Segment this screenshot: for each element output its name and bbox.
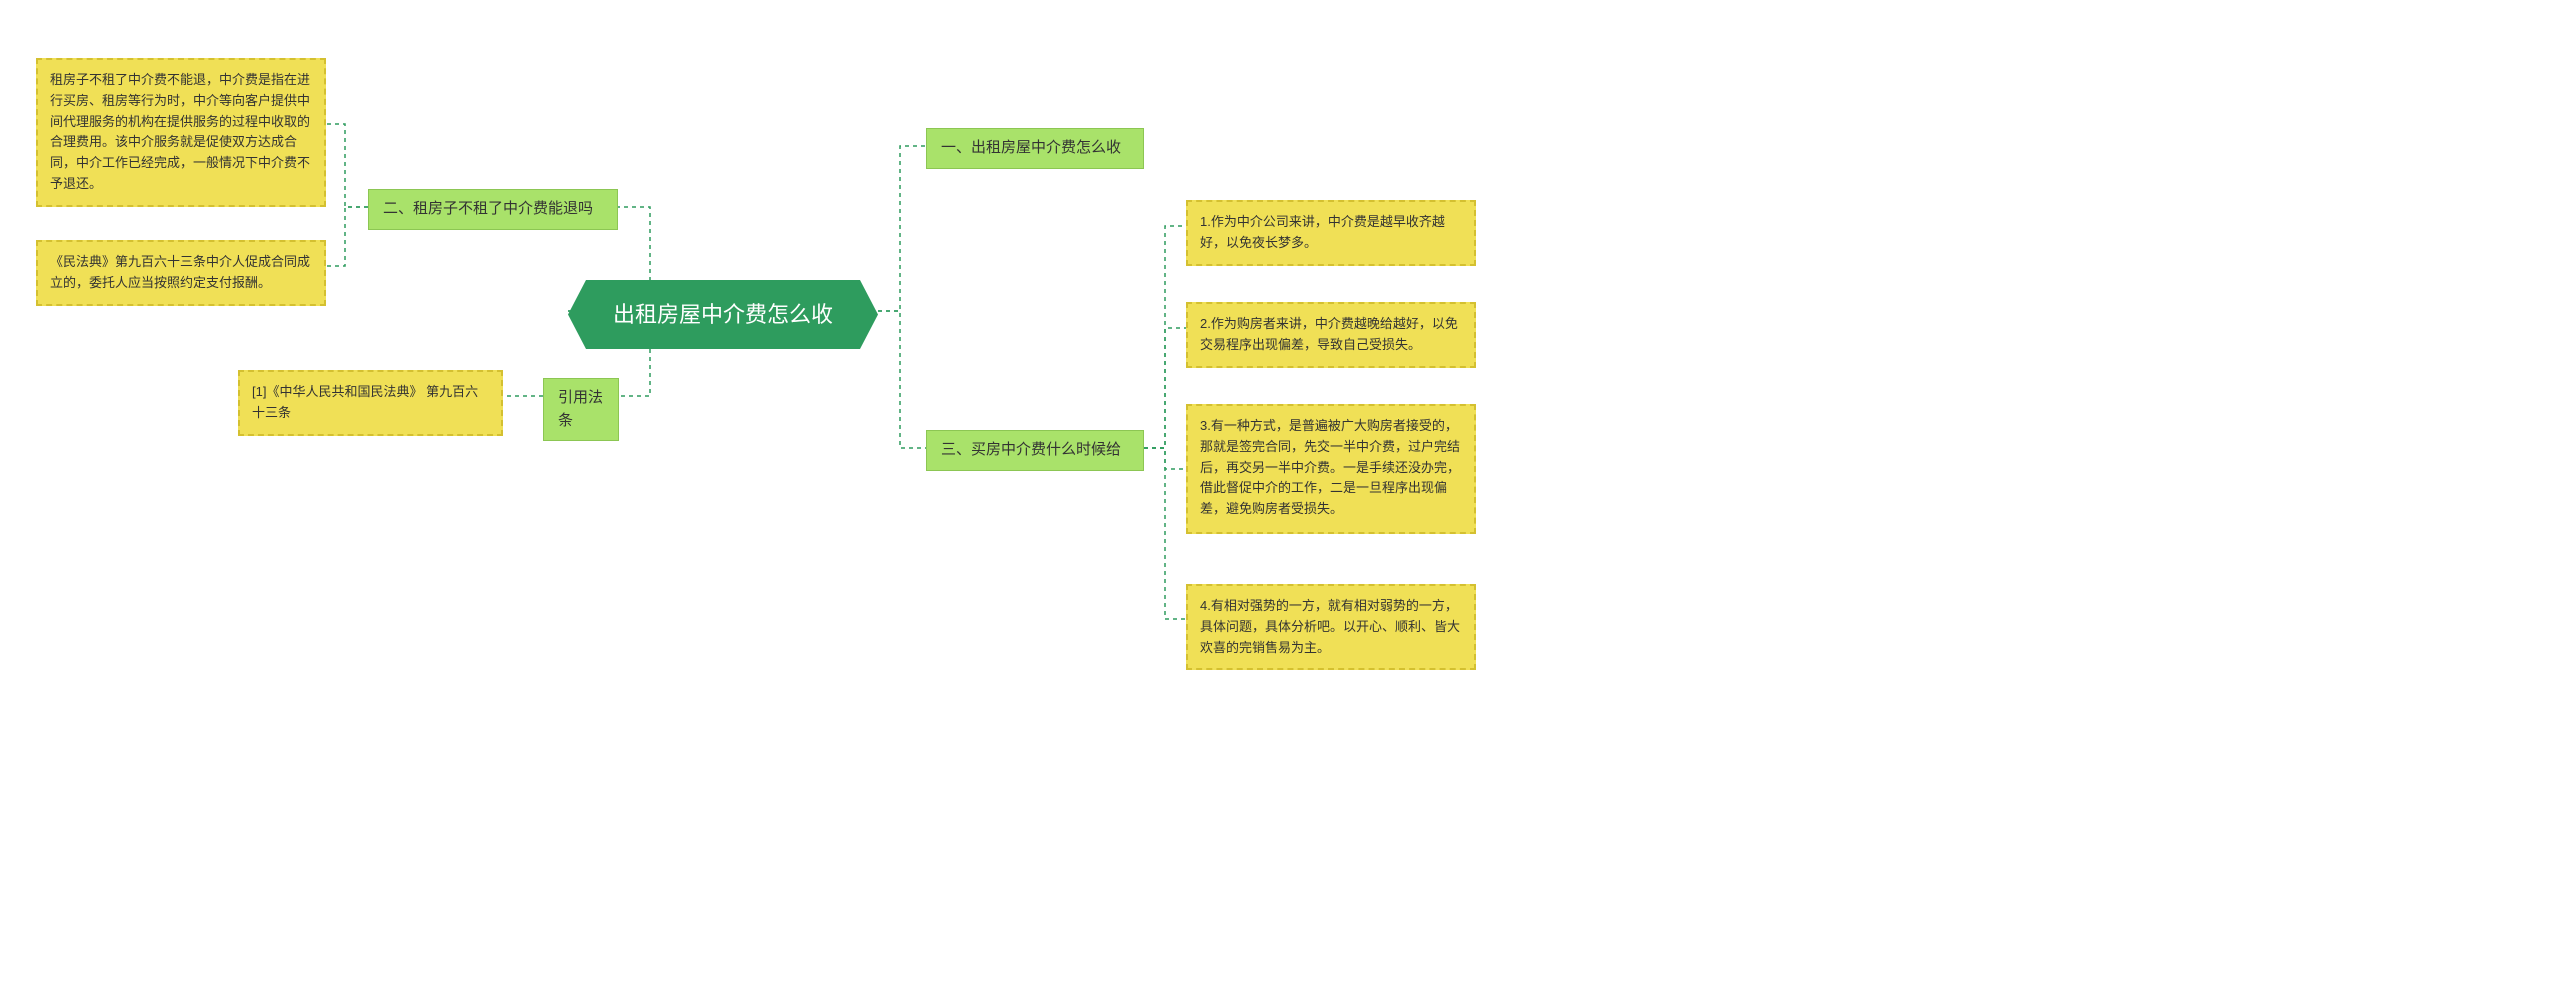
leaf-when-2: 2.作为购房者来讲，中介费越晚给越好，以免交易程序出现偏差，导致自己受损失。: [1186, 302, 1476, 368]
branch-left-law: 引用法条: [543, 378, 619, 441]
leaf-refund-civil-code: 《民法典》第九百六十三条中介人促成合同成立的，委托人应当按照约定支付报酬。: [36, 240, 326, 306]
leaf-refund-explain: 租房子不租了中介费不能退，中介费是指在进行买房、租房等行为时，中介等向客户提供中…: [36, 58, 326, 207]
leaf-when-1: 1.作为中介公司来讲，中介费是越早收齐越好，以免夜长梦多。: [1186, 200, 1476, 266]
branch-right-when: 三、买房中介费什么时候给: [926, 430, 1144, 471]
leaf-when-3: 3.有一种方式，是普遍被广大购房者接受的，那就是签完合同，先交一半中介费，过户完…: [1186, 404, 1476, 534]
branch-right-how: 一、出租房屋中介费怎么收: [926, 128, 1144, 169]
branch-left-refund: 二、租房子不租了中介费能退吗: [368, 189, 618, 230]
leaf-law-citation: [1]《中华人民共和国民法典》 第九百六十三条: [238, 370, 503, 436]
center-node: 出租房屋中介费怎么收: [568, 280, 878, 349]
leaf-when-4: 4.有相对强势的一方，就有相对弱势的一方，具体问题，具体分析吧。以开心、顺利、皆…: [1186, 584, 1476, 670]
